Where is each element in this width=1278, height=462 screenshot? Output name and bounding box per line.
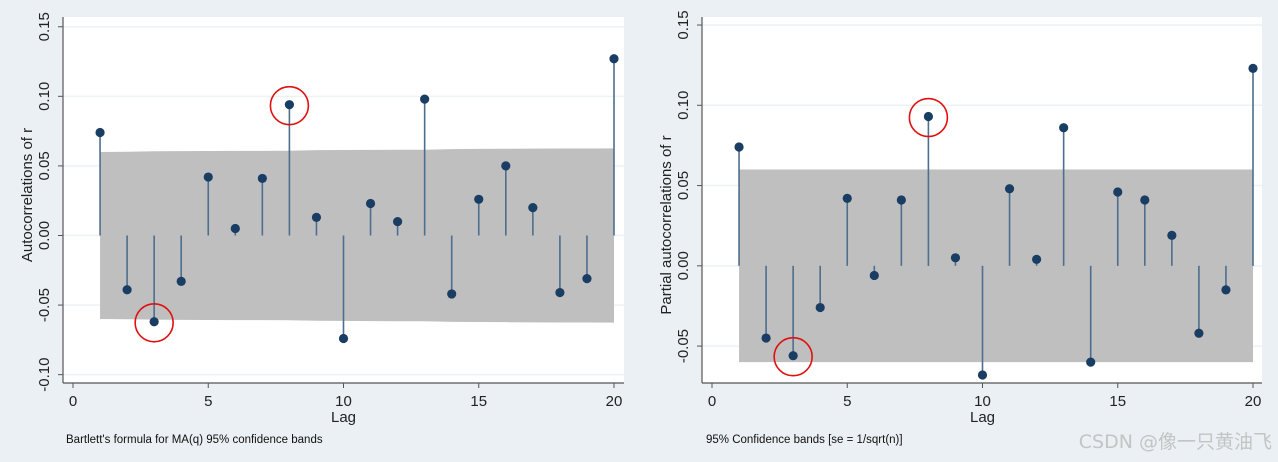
point-lag-16 — [1140, 195, 1150, 205]
point-lag-6 — [230, 223, 240, 234]
point-lag-6 — [869, 270, 879, 281]
point-lag-9 — [950, 253, 961, 263]
confidence-band — [739, 169, 1253, 363]
x-tick-label: 20 — [1245, 393, 1262, 410]
point-lag-14 — [447, 289, 457, 299]
point-lag-15 — [1113, 187, 1123, 197]
point-lag-9 — [311, 212, 322, 222]
y-tick-label: -0.10 — [36, 358, 53, 392]
point-lag-2 — [761, 333, 771, 343]
point-lag-19 — [582, 274, 592, 284]
acf-chart: -0.10 -0.05 0.00 0.05 0.10 0.15 0 5 10 15 20 Lag Aut… — [19, 12, 624, 446]
point-lag-20 — [1248, 63, 1258, 73]
y-tick-label: 0.15 — [675, 10, 692, 39]
y-tick-label: 0.15 — [36, 12, 53, 41]
point-lag-4 — [176, 276, 186, 287]
x-axis-label: Lag — [970, 409, 995, 426]
y-tick-label: -0.05 — [36, 288, 53, 322]
highlight-circle — [269, 85, 310, 126]
point-lag-13 — [420, 94, 430, 104]
x-tick-label: 5 — [204, 393, 212, 410]
point-lag-17 — [1167, 230, 1177, 240]
point-lag-13 — [1059, 123, 1069, 133]
x-axis-label: Lag — [331, 409, 356, 426]
point-lag-14 — [1086, 357, 1096, 367]
point-lag-12 — [393, 216, 403, 227]
point-lag-12 — [1032, 254, 1042, 264]
point-lag-5 — [842, 193, 852, 203]
point-lag-7 — [257, 173, 267, 184]
point-lag-10 — [338, 333, 349, 344]
point-lag-1 — [734, 142, 744, 152]
point-lag-10 — [977, 370, 988, 380]
point-lag-5 — [203, 172, 213, 182]
point-lag-16 — [501, 161, 511, 171]
y-axis-label: Partial autocorrelations of r — [658, 135, 675, 314]
y-tick-label: 0.10 — [36, 82, 53, 111]
y-tick-label: 0.05 — [36, 151, 53, 180]
point-lag-11 — [1004, 184, 1015, 194]
highlight-circle — [134, 302, 174, 343]
x-tick-label: 10 — [335, 393, 352, 410]
point-lag-2 — [122, 285, 132, 295]
x-tick-label: 15 — [470, 393, 487, 410]
point-lag-15 — [474, 194, 484, 204]
chart-note: 95% Confidence bands [se = 1/sqrt(n)] — [706, 434, 903, 446]
point-lag-11 — [365, 198, 376, 209]
confidence-band — [100, 148, 615, 323]
y-tick-label: 0.00 — [675, 251, 692, 280]
point-lag-4 — [815, 302, 825, 313]
point-lag-19 — [1221, 285, 1231, 295]
highlight-circle — [908, 97, 949, 138]
point-lag-18 — [1194, 328, 1204, 338]
chart-note: Bartlett's formula for MA(q) 95% confide… — [66, 434, 323, 446]
y-tick-label: -0.05 — [675, 329, 692, 363]
point-lag-3 — [149, 317, 159, 327]
pacf-chart: -0.05 0.00 0.05 0.10 0.15 0 5 10 15 20 Lag Partial … — [658, 10, 1262, 446]
point-lag-18 — [555, 287, 565, 298]
x-tick-label: 0 — [69, 393, 77, 410]
point-lag-8 — [284, 100, 294, 110]
x-tick-label: 0 — [708, 393, 716, 410]
point-lag-3 — [788, 351, 798, 361]
point-lag-7 — [896, 195, 906, 205]
y-tick-label: 0.05 — [675, 171, 692, 200]
point-lag-20 — [609, 54, 619, 64]
y-axis-label: Autocorrelations of r — [19, 128, 36, 262]
point-lag-17 — [528, 203, 538, 213]
x-tick-label: 5 — [843, 393, 851, 410]
y-tick-label: 0.10 — [675, 91, 692, 120]
x-tick-label: 20 — [606, 393, 623, 410]
point-lag-1 — [95, 127, 105, 138]
watermark: CSDN @像一只黄油飞 — [1078, 431, 1272, 453]
highlight-circle — [773, 336, 813, 377]
point-lag-8 — [923, 111, 934, 122]
y-tick-label: 0.00 — [36, 221, 53, 250]
x-tick-label: 10 — [974, 393, 991, 410]
x-tick-label: 15 — [1109, 393, 1126, 410]
